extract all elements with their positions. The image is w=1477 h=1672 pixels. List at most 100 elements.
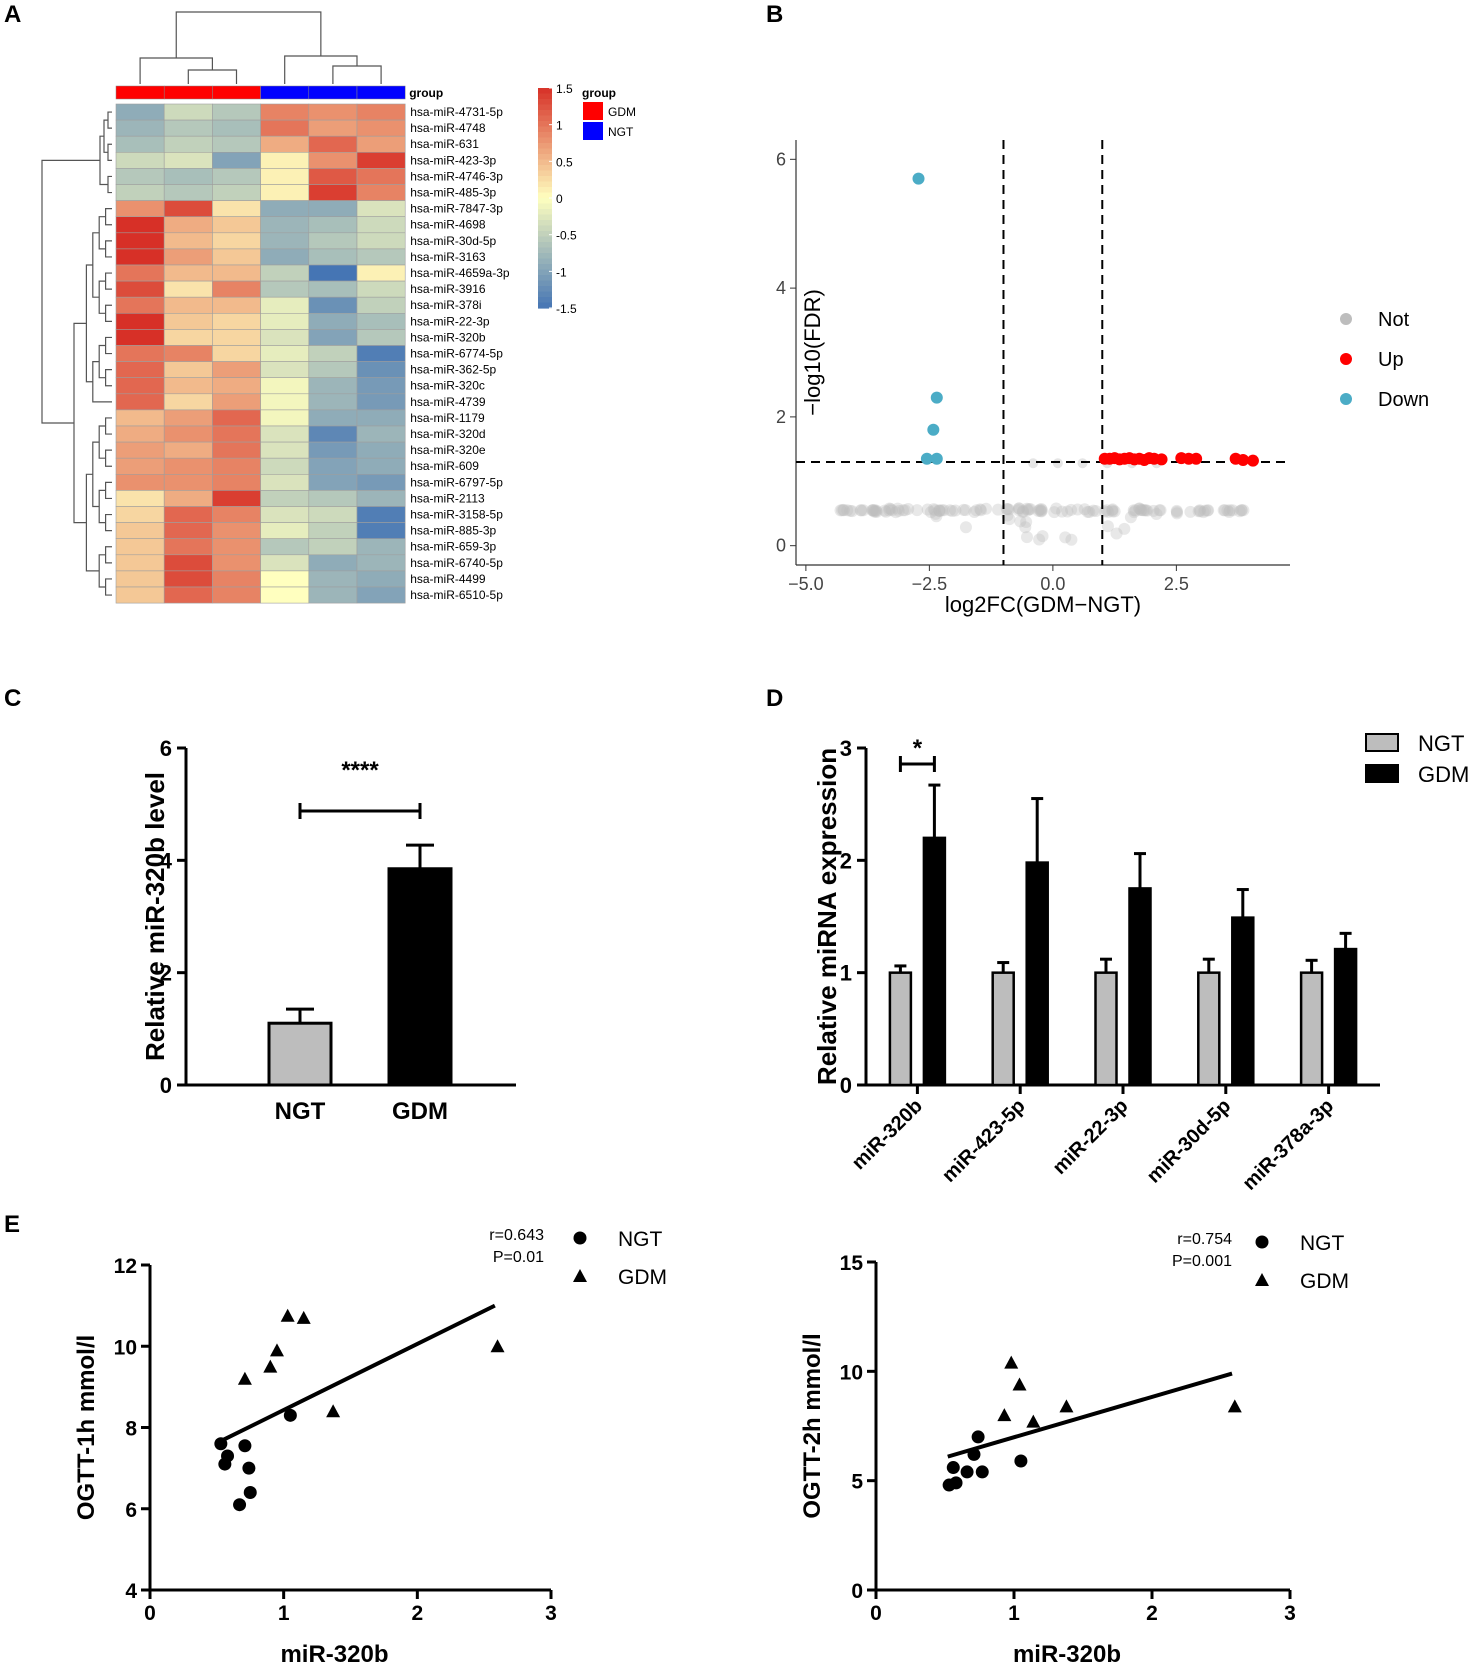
group-legend-ngt-label: NGT xyxy=(608,125,634,139)
y-tick-label: 4 xyxy=(776,278,786,298)
dendrogram-branch xyxy=(98,489,106,524)
color-legend-swatch xyxy=(538,220,552,227)
panel-label-c: C xyxy=(4,685,21,712)
legend-label-ngt: NGT xyxy=(1300,1232,1345,1255)
heatmap-cell xyxy=(356,393,406,411)
gdm-point xyxy=(490,1339,505,1353)
volcano-not-point xyxy=(1139,504,1152,517)
volcano-not-point xyxy=(837,504,850,517)
volcano-not-point xyxy=(959,521,972,534)
volcano-not-point xyxy=(1201,504,1214,517)
volcano-not-point xyxy=(1170,506,1183,519)
heatmap-cell xyxy=(163,441,213,459)
y-tick-label: 2 xyxy=(160,961,172,986)
volcano-not-point xyxy=(933,504,946,517)
heatmap-cell xyxy=(212,345,261,362)
row-label: hsa-miR-885-3p xyxy=(410,524,496,538)
heatmap-cell xyxy=(356,441,406,459)
heatmap-cell xyxy=(212,248,261,266)
color-legend-swatch xyxy=(538,110,552,117)
color-legend-swatch xyxy=(538,214,552,221)
legend-label-down: Down xyxy=(1378,389,1429,411)
volcano-down-point xyxy=(930,391,943,404)
dendrogram-branch xyxy=(98,425,106,459)
heatmap-cell xyxy=(212,377,261,395)
heatmap-cell xyxy=(308,232,358,250)
color-legend-swatch xyxy=(538,137,552,144)
heatmap-cell xyxy=(163,393,213,411)
heatmap-cell xyxy=(260,345,310,362)
heatmap-cell xyxy=(115,377,165,395)
volcano-not-point xyxy=(1071,503,1084,516)
heatmap-cell xyxy=(212,538,261,556)
panel-label-e: E xyxy=(4,1211,20,1238)
heatmap-cell xyxy=(356,377,406,395)
heatmap-cell xyxy=(308,264,358,282)
heatmap-cell xyxy=(163,345,213,362)
heatmap-cell xyxy=(212,393,261,411)
heatmap-cell xyxy=(260,441,310,459)
x-tick-label: 0 xyxy=(144,1602,156,1625)
heatmap-cell xyxy=(115,473,165,491)
y-tick-label: 6 xyxy=(125,1499,137,1522)
heatmap-cell xyxy=(163,586,213,604)
heatmap-cell xyxy=(260,409,310,427)
heatmap-cell xyxy=(115,280,165,298)
y-tick-label: 12 xyxy=(114,1255,137,1278)
volcano-not-point xyxy=(883,502,896,515)
y-tick-label: 2 xyxy=(776,407,786,427)
heatmap-cell xyxy=(260,152,310,169)
heatmap-cell xyxy=(356,570,406,588)
legend-marker-down xyxy=(1340,393,1352,405)
heatmap-cell xyxy=(115,457,165,475)
legend-marker-ngt xyxy=(1255,1235,1269,1249)
color-legend-swatch xyxy=(538,269,552,276)
y-axis-title: OGTT-2h mmol/l xyxy=(799,1333,826,1518)
volcano-not-point xyxy=(933,504,946,517)
row-label: hsa-miR-320e xyxy=(410,443,486,457)
volcano-not-point xyxy=(1170,507,1183,520)
color-legend-swatch xyxy=(538,198,552,205)
group-legend-gdm-label: GDM xyxy=(608,105,636,119)
heatmap-cell xyxy=(308,393,358,411)
volcano-not-point xyxy=(974,504,987,517)
row-label: hsa-miR-22-3p xyxy=(410,314,490,328)
heatmap-cell xyxy=(260,570,310,588)
volcano-not-point xyxy=(844,504,857,517)
heatmap-cell xyxy=(115,232,165,250)
heatmap-cell xyxy=(308,361,358,379)
heatmap-cell xyxy=(308,570,358,588)
volcano-not-point xyxy=(1135,504,1148,517)
ngt-point xyxy=(283,1408,297,1422)
heatmap-cell xyxy=(212,152,261,169)
bar-ngt xyxy=(267,1021,333,1087)
volcano-not-point xyxy=(1024,503,1037,516)
volcano-not-point xyxy=(1013,502,1026,515)
color-legend-swatch xyxy=(538,176,552,183)
heatmap-cell xyxy=(212,280,261,298)
ngt-point xyxy=(1014,1454,1028,1468)
volcano-not-point xyxy=(1154,504,1167,517)
volcano-not-point xyxy=(846,505,859,518)
volcano-not-point xyxy=(902,502,915,515)
volcano-not-point xyxy=(1193,504,1206,517)
volcano-not-point xyxy=(1124,511,1137,524)
group-legend-gdm-swatch xyxy=(583,102,603,120)
volcano-not-point xyxy=(1077,458,1088,469)
volcano-not-point xyxy=(1150,508,1163,521)
y-tick-label: 0 xyxy=(776,536,786,556)
ngt-point xyxy=(971,1430,985,1444)
heatmap-cell xyxy=(260,184,310,201)
row-label: hsa-miR-6797-5p xyxy=(410,475,503,489)
bar-gdm xyxy=(387,867,453,1087)
heatmap-cell xyxy=(356,473,406,491)
dendrogram-branch xyxy=(98,280,106,314)
heatmap-cell xyxy=(163,216,213,234)
heatmap-cell xyxy=(308,473,358,491)
row-label: hsa-miR-320c xyxy=(410,379,485,393)
heatmap-cell xyxy=(260,119,310,137)
volcano-not-point xyxy=(854,504,867,517)
heatmap-cell xyxy=(356,361,406,379)
volcano-not-point xyxy=(1022,503,1035,516)
heatmap-cell xyxy=(356,538,406,556)
